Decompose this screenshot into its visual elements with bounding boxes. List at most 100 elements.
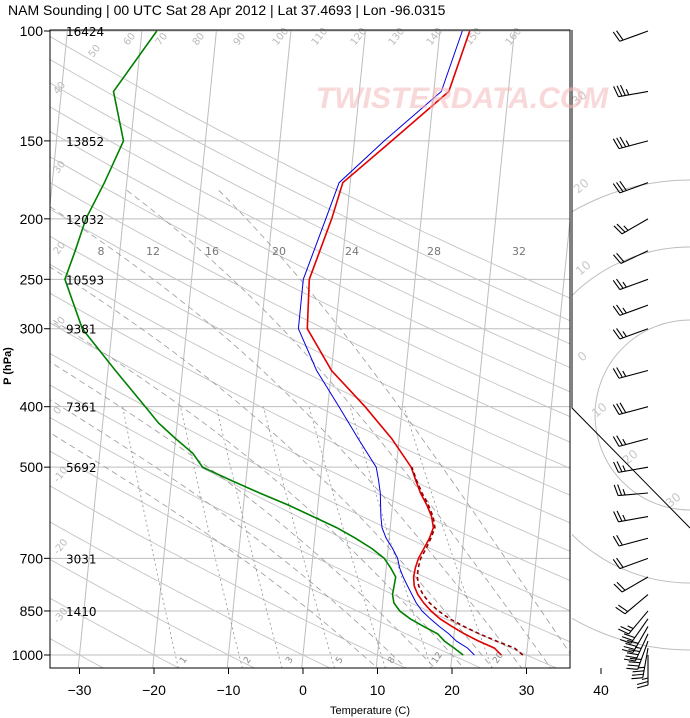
moist-adiabat-line <box>50 361 436 668</box>
mixing-ratio-line <box>122 406 179 668</box>
height-label: 9381 <box>66 323 97 337</box>
y-tick-label: 250 <box>20 271 44 287</box>
wind-barb-flag <box>612 305 621 316</box>
wind-barb-flag <box>623 633 635 639</box>
wind-barb-flag <box>618 628 629 635</box>
wind-barb-staff <box>619 304 649 316</box>
mixing-ratio-line <box>215 406 283 668</box>
dry-adiabat-line <box>50 292 570 552</box>
moist-adiabat-label: 24 <box>345 245 359 258</box>
hodograph-ring-label: 10 <box>573 258 594 279</box>
wind-barb-flag <box>613 583 623 593</box>
wind-barb <box>636 655 649 689</box>
mixing-ratio-label: 3 <box>284 655 295 665</box>
dry-adiabat-line <box>50 36 570 299</box>
x-tick-label: 0 <box>299 682 307 698</box>
wind-barb-flag <box>616 278 624 289</box>
wind-barb-staff <box>620 250 649 264</box>
wind-barb-flag <box>616 557 624 568</box>
dry-adiabat-label: 20 <box>52 240 69 257</box>
moist-adiabat-line <box>218 190 570 654</box>
wind-barb-flag <box>616 367 623 378</box>
moist-adiabat-label: 28 <box>427 245 441 258</box>
watermark: TWISTERDATA.COM <box>316 82 609 115</box>
dry-adiabat-line <box>50 485 406 668</box>
wind-barb-half-flag <box>627 625 634 630</box>
wind-barb-flag <box>612 535 620 547</box>
wind-barb-flag <box>621 648 634 653</box>
wind-barb-half-flag <box>622 465 626 472</box>
wind-barb-flag <box>616 137 623 149</box>
grid-clip-group <box>50 30 570 668</box>
dry-adiabat-label: 130 <box>387 26 407 48</box>
height-label: 3031 <box>66 552 97 566</box>
y-tick-label: 400 <box>20 399 44 415</box>
mixing-ratio-label: 5 <box>334 655 345 665</box>
wind-barb <box>626 640 649 670</box>
wind-barb-staff <box>619 557 649 570</box>
height-label: 1410 <box>66 605 97 619</box>
wind-barb-half-flag <box>622 331 627 337</box>
dry-adiabat-label: 100 <box>271 26 291 48</box>
wind-barb-flag <box>631 677 643 680</box>
wind-barb <box>613 576 649 593</box>
moist-adiabat-line <box>126 189 552 668</box>
dry-adiabat-line <box>50 82 570 345</box>
wind-barb-flag <box>612 279 621 290</box>
wind-barb-flag <box>616 85 623 97</box>
wind-barb-staff <box>618 516 649 523</box>
wind-barb-flag <box>616 182 624 193</box>
wind-barb-staff <box>624 594 649 615</box>
wind-barb-flag <box>625 642 637 647</box>
moist-adiabat-line <box>50 266 494 668</box>
series-layer <box>64 30 524 656</box>
isotherm-line <box>77 30 143 668</box>
wind-barb-flag <box>615 606 626 615</box>
wind-barb-flag <box>613 484 619 496</box>
wind-barb-staff <box>632 626 649 653</box>
wind-barb-flag <box>636 684 649 689</box>
series-line-dewpoint <box>64 30 464 656</box>
dry-adiabat-label: 120 <box>349 26 369 48</box>
mixing-ratio-label: 8 <box>386 655 398 666</box>
wind-barb <box>612 367 649 379</box>
moist-adiabat-label: 12 <box>146 245 160 258</box>
dry-adiabat-line <box>50 521 331 668</box>
wind-barb-flag <box>616 328 624 339</box>
wind-barb-staff <box>642 648 649 678</box>
hodograph-ring-label: 20 <box>571 176 592 197</box>
chart-title: NAM Sounding | 00 UTC Sat 28 Apr 2012 | … <box>8 2 446 18</box>
hodograph-ring <box>594 319 690 511</box>
y-tick-label: 850 <box>20 603 44 619</box>
height-label: 16424 <box>66 25 104 39</box>
wind-barb-flag <box>623 645 635 650</box>
wind-barb-flag <box>616 461 623 472</box>
wind-barb-flag <box>621 636 633 642</box>
dry-adiabat-label: 0 <box>52 405 65 417</box>
wind-barb-half-flag <box>622 488 626 496</box>
dry-adiabat-label: 110 <box>310 26 330 48</box>
wind-barb <box>612 402 649 415</box>
moist-adiabat-label: 8 <box>98 245 105 258</box>
wind-barb-flag <box>618 604 629 613</box>
dry-adiabat-label: 40 <box>52 80 69 97</box>
wind-barb-staff <box>619 182 649 194</box>
wind-barb-staff <box>618 492 649 497</box>
dry-adiabat-label: 150 <box>464 26 484 48</box>
wind-barb <box>612 136 649 150</box>
wind-barb <box>613 510 649 523</box>
wind-barb-half-flag <box>622 281 627 288</box>
moist-adiabat-label: 20 <box>272 245 286 258</box>
wind-barb-half-flag <box>622 438 627 445</box>
dry-adiabat-line <box>50 182 570 443</box>
hodograph-ring-label: 0 <box>575 349 590 365</box>
mixing-ratio-label: 2 <box>242 655 253 665</box>
hodograph-border <box>571 30 690 529</box>
moist-adiabat-label: 16 <box>205 245 219 258</box>
dry-adiabat-label: 70 <box>154 31 171 48</box>
wind-barb-flag <box>612 31 621 42</box>
y-tick-label: 200 <box>20 211 44 227</box>
wind-barb-staff <box>637 640 649 670</box>
hodograph-ring-label: 20 <box>620 447 641 468</box>
